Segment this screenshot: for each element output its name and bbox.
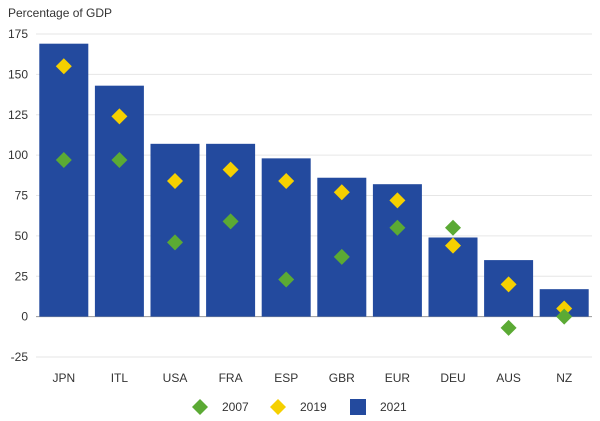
marker-2007 — [167, 234, 183, 251]
marker-2019 — [222, 161, 239, 178]
marker-2019 — [556, 300, 573, 317]
marker-2019 — [500, 276, 517, 293]
marker-2019 — [55, 58, 72, 75]
x-tick-label: USA — [163, 371, 188, 385]
legend-label-2021: 2021 — [380, 400, 407, 414]
marker-2019 — [333, 184, 350, 201]
y-tick-labels: -25 0 25 50 75 100 125 150 175 — [8, 27, 28, 364]
bar-2021 — [39, 43, 89, 317]
x-tick-label: JPN — [52, 371, 75, 385]
marker-2007 — [55, 151, 72, 168]
marker-2007 — [500, 319, 517, 336]
marker-2007 — [445, 219, 461, 236]
marker-2007 — [111, 151, 128, 168]
legend-label-2019: 2019 — [300, 400, 327, 414]
bar-2021 — [150, 143, 200, 317]
legend-swatch-2019 — [270, 399, 286, 415]
y-tick-label: 100 — [8, 148, 28, 162]
marker-2019 — [167, 172, 183, 189]
marker-2019 — [111, 108, 128, 125]
y-tick-label: 0 — [21, 310, 28, 324]
x-tick-label: GBR — [329, 371, 355, 385]
x-tick-label: FRA — [219, 371, 243, 385]
y-tick-label: 125 — [8, 108, 28, 122]
marker-2007 — [389, 219, 406, 236]
x-tick-label: AUS — [496, 371, 521, 385]
x-tick-label: ITL — [111, 371, 129, 385]
legend: 2007 2019 2021 — [192, 399, 407, 415]
markers — [55, 58, 573, 336]
legend-label-2007: 2007 — [222, 400, 249, 414]
x-tick-label: ESP — [274, 371, 298, 385]
y-tick-label: 25 — [15, 269, 29, 283]
y-tick-label: 75 — [15, 189, 29, 203]
x-tick-label: DEU — [440, 371, 465, 385]
y-tick-label: 50 — [15, 229, 29, 243]
y-tick-label: -25 — [11, 350, 29, 364]
y-tick-label: 175 — [8, 27, 28, 41]
x-tick-label: EUR — [385, 371, 411, 385]
marker-2007 — [556, 308, 573, 325]
legend-swatch-2021 — [350, 399, 366, 415]
bar-2021 — [317, 177, 367, 317]
marker-2007 — [278, 271, 295, 288]
marker-2007 — [222, 213, 239, 230]
bars — [39, 43, 589, 317]
marker-2019 — [445, 237, 461, 254]
y-tick-label: 150 — [8, 67, 28, 81]
y-axis-title: Percentage of GDP — [8, 6, 112, 20]
x-tick-labels: JPN ITL USA FRA ESP GBR EUR DEU AUS NZ — [52, 371, 572, 385]
x-tick-label: NZ — [556, 371, 572, 385]
legend-swatch-2007 — [192, 399, 208, 415]
marker-2019 — [389, 192, 406, 209]
marker-2019 — [278, 172, 295, 189]
marker-2007 — [333, 248, 350, 265]
